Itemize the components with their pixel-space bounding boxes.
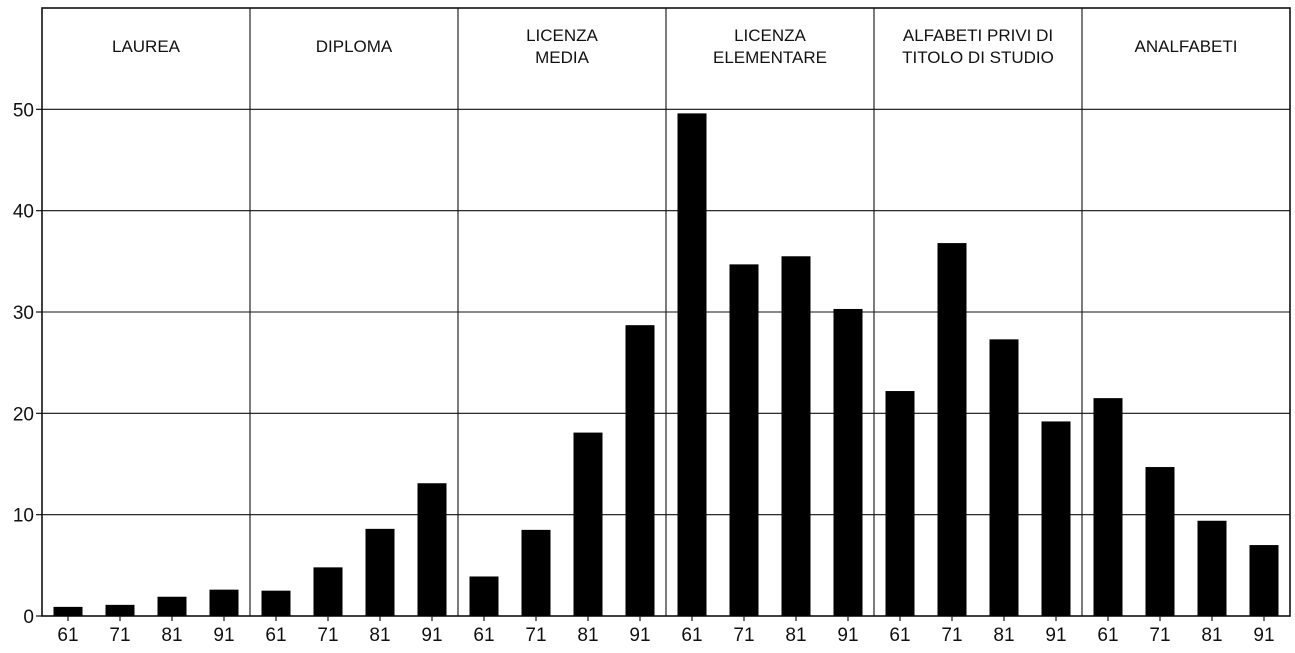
bar-1-71 <box>313 567 343 616</box>
bar-5-61 <box>1093 398 1123 616</box>
xtick-label-1-81: 81 <box>369 625 390 646</box>
xtick-label-3-81: 81 <box>785 625 806 646</box>
group-label-4-line-0: ALFABETI PRIVI DI <box>903 26 1053 45</box>
xtick-label-5-81: 81 <box>1201 625 1222 646</box>
bar-0-71 <box>105 604 135 616</box>
xtick-label-2-61: 61 <box>473 625 494 646</box>
bar-5-91 <box>1249 545 1279 616</box>
xtick-label-0-91: 91 <box>213 625 234 646</box>
bar-3-81 <box>781 256 811 616</box>
group-label-2-line-1: MEDIA <box>535 48 590 67</box>
bar-2-61 <box>469 576 499 616</box>
bar-4-81 <box>989 339 1019 616</box>
bar-4-61 <box>885 391 915 616</box>
bar-3-91 <box>833 308 863 616</box>
xtick-label-5-61: 61 <box>1097 625 1118 646</box>
xtick-label-0-61: 61 <box>57 625 78 646</box>
bar-2-81 <box>573 432 603 616</box>
bar-0-91 <box>209 589 239 616</box>
xtick-label-2-91: 91 <box>629 625 650 646</box>
ytick-label-30: 30 <box>13 303 34 324</box>
ytick-label-0: 0 <box>23 607 34 628</box>
xtick-label-3-61: 61 <box>681 625 702 646</box>
bar-5-81 <box>1197 520 1227 616</box>
bar-0-61 <box>53 606 83 616</box>
bar-3-61 <box>677 113 707 617</box>
bar-layer <box>53 113 1279 617</box>
xtick-label-4-81: 81 <box>993 625 1014 646</box>
xtick-label-0-81: 81 <box>161 625 182 646</box>
ytick-label-10: 10 <box>13 506 34 527</box>
bar-0-81 <box>157 596 187 616</box>
xtick-label-4-61: 61 <box>889 625 910 646</box>
xtick-label-4-71: 71 <box>941 625 962 646</box>
group-label-3-line-0: LICENZA <box>734 26 806 45</box>
bar-1-91 <box>417 483 447 616</box>
bar-4-91 <box>1041 421 1071 616</box>
xtick-label-5-71: 71 <box>1149 625 1170 646</box>
group-label-5-line-0: ANALFABETI <box>1135 37 1238 56</box>
xtick-label-1-91: 91 <box>421 625 442 646</box>
xtick-label-0-71: 71 <box>109 625 130 646</box>
xtick-label-3-91: 91 <box>837 625 858 646</box>
grid-layer <box>36 7 1291 621</box>
xtick-label-5-91: 91 <box>1253 625 1274 646</box>
ytick-label-40: 40 <box>13 202 34 223</box>
group-label-0-line-0: LAUREA <box>112 37 181 56</box>
ytick-label-20: 20 <box>13 404 34 425</box>
ytick-label-50: 50 <box>13 100 34 121</box>
group-label-3-line-1: ELEMENTARE <box>713 48 827 67</box>
xtick-label-1-61: 61 <box>265 625 286 646</box>
xtick-label-2-81: 81 <box>577 625 598 646</box>
xtick-label-3-71: 71 <box>733 625 754 646</box>
xtick-label-4-91: 91 <box>1045 625 1066 646</box>
text-layer: 0 10 20 30 40 50 LAUREA 61 71 81 91 DIPLOMA 61 71 81 91… <box>13 26 1275 646</box>
xtick-label-2-71: 71 <box>525 625 546 646</box>
bar-2-91 <box>625 325 655 616</box>
bar-4-71 <box>937 243 967 617</box>
group-label-4-line-1: TITOLO DI STUDIO <box>902 48 1054 67</box>
bar-2-71 <box>521 529 551 616</box>
bar-5-71 <box>1145 467 1175 616</box>
xtick-label-1-71: 71 <box>317 625 338 646</box>
group-label-2-line-0: LICENZA <box>526 26 598 45</box>
bar-3-71 <box>729 264 759 616</box>
bar-1-81 <box>365 528 395 616</box>
bar-1-61 <box>261 590 291 616</box>
group-label-1-line-0: DIPLOMA <box>316 37 393 56</box>
